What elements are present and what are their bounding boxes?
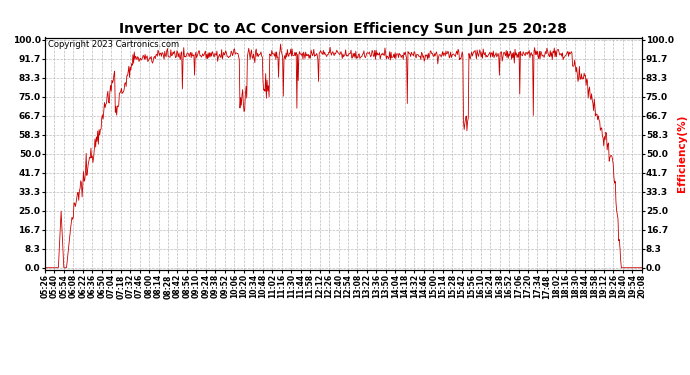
Y-axis label: Efficiency(%): Efficiency(%) — [677, 115, 687, 192]
Text: Copyright 2023 Cartronics.com: Copyright 2023 Cartronics.com — [48, 40, 179, 49]
Title: Inverter DC to AC Conversion Efficiency Sun Jun 25 20:28: Inverter DC to AC Conversion Efficiency … — [119, 22, 567, 36]
